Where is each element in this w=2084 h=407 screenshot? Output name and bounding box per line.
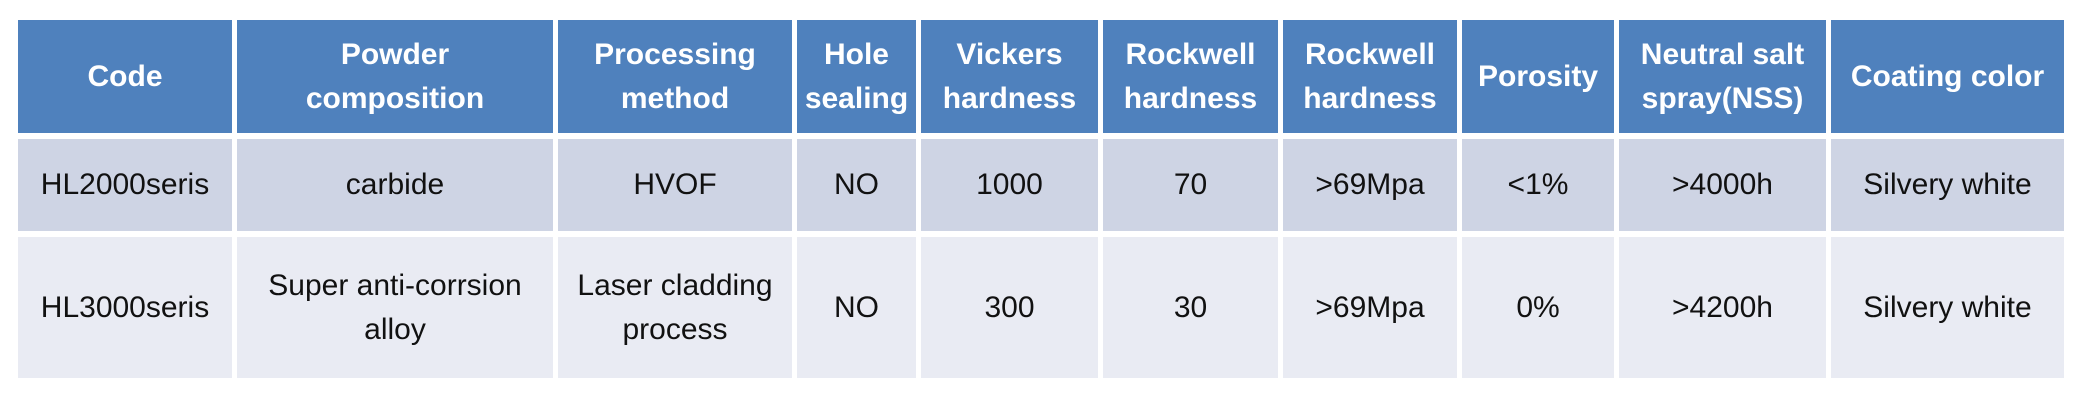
cell-hole-sealing: NO xyxy=(797,237,916,378)
cell-rockwell-hardness-1: 30 xyxy=(1103,237,1278,378)
cell-code: HL3000seris xyxy=(18,237,232,378)
header-row: Code Powder composition Processing metho… xyxy=(18,20,2064,133)
column-header-neutral-salt-spray: Neutral salt spray(NSS) xyxy=(1619,20,1826,133)
cell-processing-method: Laser cladding process xyxy=(558,237,792,378)
coating-spec-table: Code Powder composition Processing metho… xyxy=(13,14,2069,384)
table-row-hl2000: HL2000seris carbide HVOF NO 1000 70 >69M… xyxy=(18,139,2064,231)
cell-powder-composition: carbide xyxy=(237,139,553,231)
column-header-code: Code xyxy=(18,20,232,133)
column-header-rockwell-hardness-2: Rockwell hardness xyxy=(1283,20,1457,133)
cell-rockwell-hardness-2: >69Mpa xyxy=(1283,237,1457,378)
column-header-processing-method: Processing method xyxy=(558,20,792,133)
column-header-vickers-hardness: Vickers hardness xyxy=(921,20,1098,133)
cell-code: HL2000seris xyxy=(18,139,232,231)
cell-porosity: <1% xyxy=(1462,139,1614,231)
cell-vickers-hardness: 300 xyxy=(921,237,1098,378)
column-header-porosity: Porosity xyxy=(1462,20,1614,133)
cell-hole-sealing: NO xyxy=(797,139,916,231)
cell-neutral-salt-spray: >4000h xyxy=(1619,139,1826,231)
cell-coating-color: Silvery white xyxy=(1831,237,2064,378)
column-header-hole-sealing: Hole sealing xyxy=(797,20,916,133)
cell-coating-color: Silvery white xyxy=(1831,139,2064,231)
cell-rockwell-hardness-1: 70 xyxy=(1103,139,1278,231)
cell-porosity: 0% xyxy=(1462,237,1614,378)
column-header-coating-color: Coating color xyxy=(1831,20,2064,133)
coating-spec-table-container: Code Powder composition Processing metho… xyxy=(13,14,2069,384)
table-row-hl3000: HL3000seris Super anti-corrsion alloy La… xyxy=(18,237,2064,378)
cell-rockwell-hardness-2: >69Mpa xyxy=(1283,139,1457,231)
column-header-rockwell-hardness-1: Rockwell hardness xyxy=(1103,20,1278,133)
cell-vickers-hardness: 1000 xyxy=(921,139,1098,231)
cell-neutral-salt-spray: >4200h xyxy=(1619,237,1826,378)
cell-processing-method: HVOF xyxy=(558,139,792,231)
column-header-powder-composition: Powder composition xyxy=(237,20,553,133)
cell-powder-composition: Super anti-corrsion alloy xyxy=(237,237,553,378)
